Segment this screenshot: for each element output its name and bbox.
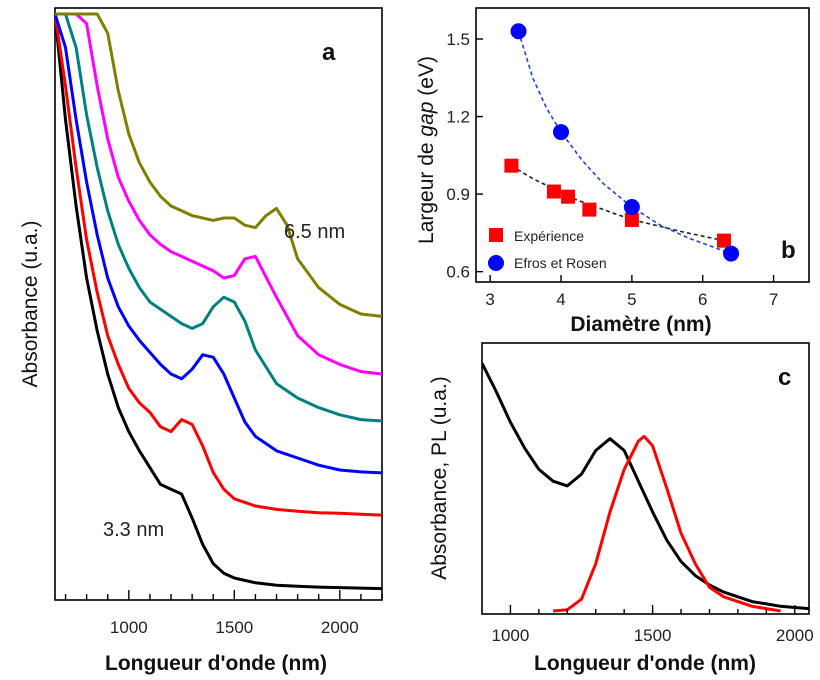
legend-label-efros-rosen: Efros et Rosen bbox=[514, 255, 607, 271]
panel-b-x-tick-label: 6 bbox=[698, 290, 707, 309]
annotation-3-3-nm: 3.3 nm bbox=[103, 519, 164, 541]
panel-b-x-tick-label: 5 bbox=[627, 290, 636, 309]
panel-a-x-axis-label: Longueur d'onde (nm) bbox=[105, 652, 327, 675]
panel-c-x-ticks: 1000 1500 2000 bbox=[492, 605, 814, 645]
panel-b-legend: Expérience Efros et Rosen bbox=[488, 228, 607, 271]
panel-a-curve-5 bbox=[55, 12, 382, 376]
panel-b-fit-line-1 bbox=[510, 165, 725, 242]
panel-b-x-tick-label: 4 bbox=[556, 290, 565, 309]
panel-b-y-tick-label: 0.9 bbox=[446, 185, 470, 204]
panel-c-label: c bbox=[778, 364, 791, 391]
panel-b-y-label-post: (eV) bbox=[415, 56, 438, 102]
panel-c-x-tick-label: 1000 bbox=[492, 626, 530, 645]
panel-b-points bbox=[504, 23, 740, 262]
legend-label-experience: Expérience bbox=[514, 228, 584, 244]
panel-c-curves bbox=[482, 362, 809, 613]
panel-b-y-label-italic: gap bbox=[415, 102, 438, 137]
panel-b-y-label-pre: Largeur de bbox=[415, 137, 438, 244]
panel-c-x-tick-label: 2000 bbox=[776, 626, 814, 645]
panel-c-curve-1 bbox=[482, 362, 809, 611]
panel-a-label: a bbox=[322, 39, 336, 66]
experience-point bbox=[716, 233, 731, 248]
panel-a-y-axis-label: Absorbance (u.a.) bbox=[19, 221, 42, 388]
panel-c-x-axis-label: Longueur d'onde (nm) bbox=[534, 652, 756, 675]
panel-a-x-tick-label: 1000 bbox=[110, 618, 148, 637]
panel-a-frame bbox=[54, 7, 383, 601]
panel-b-x-axis-label: Diamètre (nm) bbox=[570, 313, 711, 336]
panel-a-curve-6 bbox=[55, 12, 382, 318]
panel-b-x-tick-label: 3 bbox=[485, 290, 494, 309]
panel-b-y-tick-label: 1.2 bbox=[446, 108, 470, 127]
experience-point bbox=[624, 212, 639, 227]
panel-a-curve-2 bbox=[55, 13, 382, 517]
panel-c-y-axis-label: Absorbance, PL (u.a.) bbox=[428, 376, 451, 580]
panel-b-y-tick-label: 0.6 bbox=[446, 263, 470, 282]
experience-point bbox=[546, 184, 561, 199]
panel-c: 1000 1500 2000 c Longueur d'onde (nm) Abso… bbox=[428, 342, 814, 675]
panel-a-x-tick-label: 1500 bbox=[215, 618, 253, 637]
panel-c-curve-2 bbox=[552, 434, 781, 613]
experience-point bbox=[504, 158, 519, 173]
annotation-6-5-nm: 6.5 nm bbox=[284, 221, 345, 243]
legend-circle-marker bbox=[488, 255, 504, 271]
panel-b-frame bbox=[475, 7, 810, 283]
experience-point bbox=[561, 189, 576, 204]
panel-b-y-axis-label: Largeur de gap (eV) bbox=[415, 56, 438, 244]
efros-rosen-point bbox=[723, 245, 740, 262]
efros-rosen-point bbox=[553, 124, 570, 141]
legend-square-marker bbox=[489, 228, 503, 242]
panel-a-x-tick-label: 2000 bbox=[321, 618, 359, 637]
panel-b-x-tick-label: 7 bbox=[769, 290, 778, 309]
panel-c-x-tick-label: 1500 bbox=[634, 626, 672, 645]
panel-b-fit-lines bbox=[510, 31, 732, 255]
panel-a: 1000 1500 2000 a 6.5 nm 3.3 nm Longueur d'… bbox=[19, 7, 383, 675]
experience-point bbox=[582, 202, 597, 217]
panel-b-y-tick-label: 1.5 bbox=[446, 30, 470, 49]
panel-b-label: b bbox=[781, 237, 796, 264]
panel-a-x-ticks: 1000 1500 2000 bbox=[64, 590, 383, 637]
panel-a-curve-3 bbox=[55, 13, 382, 475]
panel-b: 3 4 5 6 7 0.6 0.9 1.2 1.5 Expérience Efros et Ro… bbox=[415, 7, 810, 336]
efros-rosen-point bbox=[510, 23, 527, 40]
panel-a-curves bbox=[55, 12, 382, 591]
panel-a-curve-4 bbox=[55, 12, 382, 423]
panel-a-curve-1 bbox=[55, 13, 382, 591]
panel-b-fit-line-2 bbox=[517, 31, 732, 255]
efros-rosen-point bbox=[623, 199, 640, 216]
panel-c-frame bbox=[481, 342, 810, 615]
panel-b-ticks: 3 4 5 6 7 0.6 0.9 1.2 1.5 bbox=[446, 30, 778, 309]
